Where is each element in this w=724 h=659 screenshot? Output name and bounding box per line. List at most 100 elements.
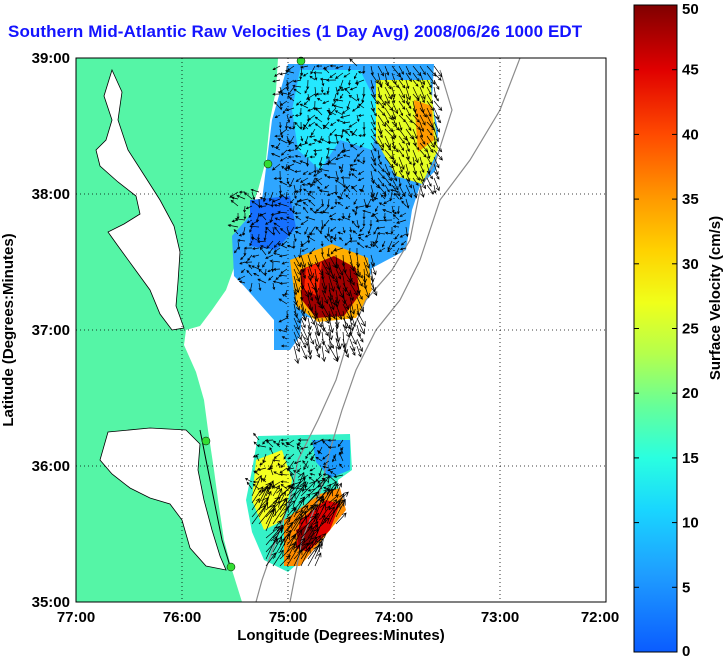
velocity-arrow	[384, 163, 391, 177]
velocity-arrow	[387, 247, 393, 253]
velocity-arrow	[274, 101, 281, 109]
velocity-arrow	[419, 163, 425, 174]
velocity-arrow	[391, 128, 397, 139]
velocity-arrow	[405, 107, 411, 117]
velocity-arrow	[239, 261, 246, 265]
velocity-arrow	[349, 310, 357, 328]
velocity-arrow	[275, 275, 281, 281]
velocity-arrow	[351, 209, 358, 214]
colorbar-tick-label: 10	[682, 515, 699, 532]
velocity-arrow	[342, 226, 346, 234]
velocity-arrow	[357, 103, 365, 109]
velocity-arrow	[344, 130, 351, 137]
velocity-arrow	[279, 191, 282, 199]
velocity-arrow	[250, 188, 260, 193]
velocity-arrow	[348, 268, 353, 283]
velocity-arrow	[354, 79, 365, 84]
velocity-arrow	[349, 338, 356, 352]
velocity-arrow	[299, 72, 303, 80]
velocity-arrow	[271, 163, 281, 171]
velocity-arrow	[270, 145, 281, 151]
velocity-arrow	[345, 185, 351, 193]
velocity-arrow	[295, 190, 302, 194]
velocity-arrow	[340, 176, 351, 180]
velocity-arrow	[259, 460, 267, 466]
grid-lines	[76, 58, 606, 602]
velocity-arrow	[363, 254, 370, 269]
velocity-arrow	[320, 86, 324, 94]
velocity-arrow	[280, 438, 287, 442]
y-tick-label: 38:00	[32, 186, 70, 203]
velocity-arrow	[278, 274, 288, 277]
velocity-arrow	[253, 470, 260, 476]
velocity-arrow	[377, 128, 383, 139]
velocity-arrow	[398, 135, 405, 144]
velocity-arrow	[293, 331, 301, 348]
velocity-arrow	[233, 228, 239, 235]
velocity-arrow	[342, 154, 351, 158]
velocity-arrow	[299, 184, 303, 193]
velocity-arrow	[251, 265, 260, 270]
velocity-arrow	[361, 93, 365, 103]
velocity-arrow	[258, 502, 269, 518]
velocity-arrow	[280, 480, 288, 484]
velocity-arrow	[433, 184, 437, 194]
velocity-arrow	[307, 289, 314, 302]
velocity-arrow	[285, 79, 295, 86]
velocity-arrow	[251, 504, 267, 525]
velocity-arrow	[398, 72, 403, 82]
velocity-arrow	[265, 254, 274, 259]
velocity-arrow	[300, 219, 309, 226]
velocity-arrow	[322, 440, 330, 448]
velocity-arrow	[280, 194, 288, 200]
velocity-arrow	[294, 231, 302, 235]
velocity-arrow	[279, 217, 288, 221]
velocity-arrow	[300, 268, 306, 279]
velocity-arrow	[300, 317, 306, 329]
velocity-arrow	[359, 226, 365, 233]
velocity-arrow	[307, 261, 315, 279]
velocity-arrow	[273, 177, 281, 180]
velocity-arrow	[340, 149, 351, 154]
velocity-arrow	[338, 463, 344, 469]
velocity-arrow	[293, 498, 305, 518]
velocity-arrow	[351, 128, 358, 136]
velocity-arrow	[356, 345, 362, 358]
velocity-arrow	[370, 142, 377, 152]
colorbar-tick-label: 50	[682, 1, 699, 18]
velocity-arrow	[412, 156, 416, 167]
velocity-arrow	[292, 122, 296, 130]
colorbar-tick-label: 30	[682, 256, 699, 273]
velocity-arrow	[307, 544, 320, 567]
velocity-arrow	[342, 289, 347, 305]
velocity-arrow	[300, 546, 311, 567]
velocity-arrow	[378, 247, 386, 253]
velocity-arrow	[328, 498, 338, 511]
velocity-arrow	[303, 188, 309, 193]
velocity-arrow	[321, 79, 325, 87]
velocity-arrow	[302, 121, 309, 131]
velocity-arrow	[412, 142, 420, 151]
velocity-arrow	[377, 114, 387, 128]
velocity-arrow	[433, 100, 443, 111]
velocity-arrow	[419, 121, 425, 133]
velocity-arrow	[326, 175, 337, 179]
velocity-arrow	[293, 345, 300, 365]
velocity-arrow	[412, 170, 421, 181]
velocity-arrow	[433, 135, 437, 145]
velocity-arrow	[265, 535, 278, 560]
velocity-arrow	[315, 226, 323, 235]
velocity-arrow	[266, 240, 274, 250]
velocity-arrow	[393, 211, 399, 215]
velocity-arrow	[377, 142, 384, 151]
x-tick-label: 72:00	[581, 609, 619, 626]
velocity-arrow	[301, 247, 309, 252]
velocity-arrow	[335, 86, 339, 96]
velocity-arrow	[346, 100, 351, 110]
velocity-arrow	[342, 142, 346, 153]
velocity-arrow	[336, 86, 344, 92]
velocity-arrow	[277, 210, 288, 214]
velocity-arrow	[391, 184, 401, 197]
velocity-arrow	[272, 440, 281, 448]
velocity-arrow	[327, 141, 337, 145]
